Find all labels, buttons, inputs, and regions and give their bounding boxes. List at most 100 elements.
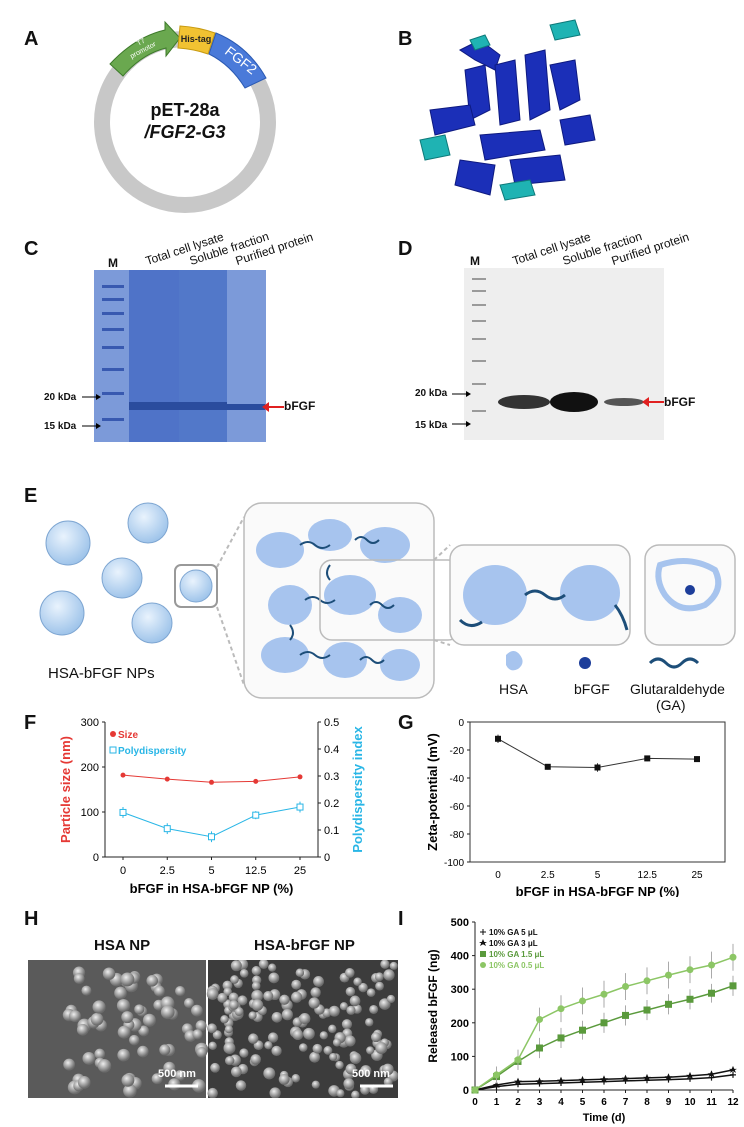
x-axis-label: Time (d) (583, 1112, 626, 1124)
tick-label: 12 (727, 1097, 739, 1108)
sem-particle (311, 1080, 320, 1089)
tick-label: 0.5 (324, 717, 339, 729)
sem-particle (128, 1034, 140, 1046)
his-tag-label: His-tag (181, 34, 212, 44)
sem-particle (248, 1011, 257, 1020)
tick-label: 100 (451, 1051, 469, 1063)
fgf2-segment (208, 32, 267, 89)
sem-particle (94, 1048, 106, 1060)
sem-particle (271, 1045, 282, 1057)
data-point (536, 1015, 543, 1023)
sem-particle (319, 1031, 328, 1040)
sem-left-title: HSA NP (94, 937, 151, 954)
sem-particle (90, 1012, 104, 1026)
scale-bar-right-label: 500 nm (352, 1068, 390, 1080)
sem-particle (328, 1005, 340, 1017)
tick-label: 200 (451, 1018, 469, 1030)
tick-label: 5 (580, 1097, 586, 1108)
sem-particle (239, 968, 249, 978)
sem-particle (383, 969, 395, 981)
data-point (707, 1070, 716, 1078)
gel-d-15kda-label: 15 kDa (415, 420, 448, 431)
sem-particle (196, 1047, 208, 1058)
sem-particle (360, 1085, 370, 1095)
data-point (535, 1077, 544, 1085)
legend-marker (480, 951, 486, 957)
sem-particle (208, 1041, 217, 1050)
sem-particle (82, 1051, 96, 1065)
sem-particle (351, 1090, 360, 1098)
sem-particle (160, 1005, 175, 1020)
panel-label-e: E (24, 485, 38, 507)
sem-particle (279, 994, 290, 1005)
sem-particle (210, 1062, 220, 1073)
data-point (495, 735, 501, 742)
gel-d-marker-label: M (470, 254, 480, 268)
data-point (209, 779, 214, 785)
bfgf-legend-icon (579, 657, 591, 669)
his-tag-segment (177, 25, 216, 55)
sem-particle (81, 985, 92, 996)
legend-marker (480, 962, 486, 968)
series-line (497, 738, 698, 769)
data-point (644, 755, 651, 762)
sem-particle (281, 1009, 293, 1021)
protein-structure-image (419, 19, 596, 201)
sem-particle (153, 985, 165, 997)
blot-band (550, 392, 598, 412)
sem-particle (92, 1000, 106, 1014)
chart-f: 0 100 200 300 0 0.1 0.2 0.3 0.4 0.5 0 2.5 5 12.5 25bFG… (58, 717, 365, 896)
sem-particle (303, 1027, 315, 1040)
sem-particle (380, 960, 390, 969)
x-axis-label: bFGF in HSA-bFGF NP (%) (516, 884, 680, 897)
sem-particle (370, 1032, 382, 1043)
sem-particle (291, 991, 303, 1003)
data-point (665, 971, 672, 979)
sem-particle (365, 1018, 374, 1027)
data-point (163, 825, 171, 833)
sem-particle (151, 1073, 163, 1085)
gel-d-bfgf-label: bFGF (664, 395, 696, 409)
data-point (120, 772, 126, 778)
data-point (296, 803, 304, 811)
legend-marker (110, 731, 116, 737)
tick-label: 2.5 (541, 870, 555, 881)
sem-particle (235, 1080, 247, 1091)
tick-label: 200 (81, 762, 99, 774)
sem-particle (366, 1046, 375, 1055)
sem-particle (349, 1052, 362, 1064)
sem-particle (346, 1005, 356, 1015)
sem-particle (102, 967, 116, 980)
data-point (643, 1073, 651, 1081)
sem-particle (292, 1029, 304, 1041)
data-point (730, 1071, 736, 1078)
sem-particle (341, 1019, 353, 1030)
sem-particle (191, 1004, 203, 1017)
sem-particle (267, 1032, 279, 1043)
sem-particle (291, 979, 302, 990)
sem-particle (278, 1073, 290, 1085)
sem-particle (159, 1044, 171, 1056)
data-point (514, 1056, 522, 1064)
legend-ga-label: Glutaraldehyde (630, 681, 725, 697)
gel-c-marker-arrows (82, 394, 101, 429)
plasmid-name: pET-28a (150, 100, 220, 120)
tick-label: 300 (81, 717, 99, 729)
sem-particle (230, 975, 239, 984)
sem-particle (63, 1058, 76, 1071)
bfgf-band (129, 402, 227, 410)
sem-particle (230, 1066, 242, 1078)
data-point (686, 1071, 694, 1079)
tick-label: 0.3 (324, 771, 339, 783)
sem-particle (344, 968, 355, 978)
legend-hsa-label: HSA (499, 681, 528, 697)
ga-legend-icon (648, 657, 700, 669)
data-point (557, 1034, 565, 1042)
tick-label: 5 (595, 870, 601, 881)
bfgf-band-purified (227, 404, 265, 410)
data-point (578, 1075, 587, 1083)
sem-particle (212, 1030, 222, 1040)
sem-particle (258, 960, 269, 969)
data-point (557, 1005, 565, 1013)
